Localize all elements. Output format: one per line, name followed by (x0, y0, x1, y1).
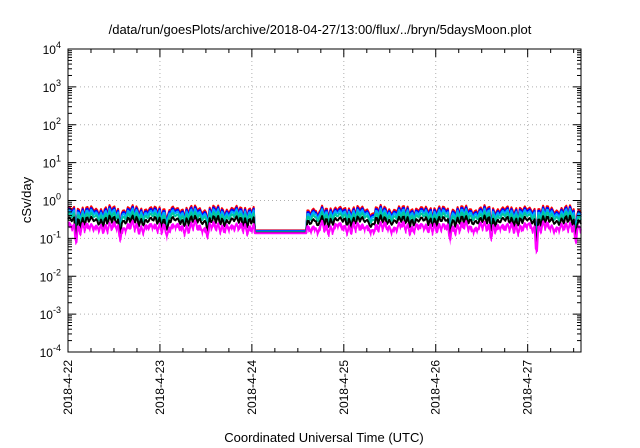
x-axis-label: Coordinated Universal Time (UTC) (224, 430, 423, 445)
x-tick-label: 2018-4-26 (429, 360, 443, 415)
grid (68, 49, 581, 352)
plot-series (67, 203, 582, 255)
y-tick-label: 10-1 (40, 229, 61, 246)
y-tick-label: 10-3 (40, 305, 61, 322)
series-line (67, 219, 582, 253)
y-axis-label: cSv/day (19, 176, 34, 223)
x-tick-label: 2018-4-27 (521, 360, 535, 415)
y-tick-label: 10-2 (40, 267, 61, 284)
x-tick-label: 2018-4-22 (61, 360, 75, 415)
y-tick-label: 104 (43, 40, 61, 57)
x-tick-label: 2018-4-25 (337, 360, 351, 415)
y-axis: 10-4 10-3 10-2 10-1 100 101 102 103 104 (40, 40, 581, 360)
x-tick-label: 2018-4-24 (245, 360, 259, 415)
series-line (67, 214, 582, 245)
y-tick-label: 100 (43, 192, 61, 209)
x-tick-label: 2018-4-23 (153, 360, 167, 415)
y-tick-label: 10-4 (40, 343, 61, 360)
chart-title: /data/run/goesPlots/archive/2018-04-27/1… (109, 22, 532, 37)
y-tick-label: 101 (43, 154, 61, 171)
x-axis: 2018-4-22 2018-4-23 2018-4-24 2018-4-25 2018… (61, 49, 575, 415)
y-tick-label: 103 (43, 78, 61, 95)
y-tick-label: 102 (43, 116, 61, 133)
